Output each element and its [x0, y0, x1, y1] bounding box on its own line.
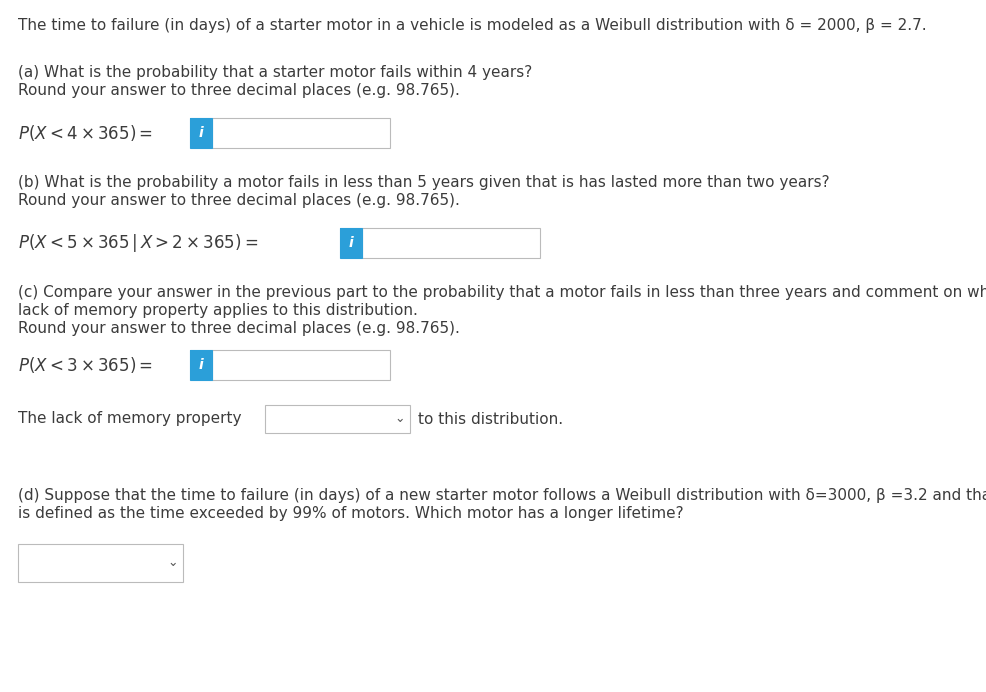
Text: The time to failure (in days) of a starter motor in a vehicle is modeled as a We: The time to failure (in days) of a start…: [18, 18, 927, 33]
Text: to this distribution.: to this distribution.: [418, 412, 563, 426]
Text: ⌄: ⌄: [168, 556, 178, 570]
Bar: [190, 350, 212, 380]
Text: $P(X < 4 \times 365) = $: $P(X < 4 \times 365) = $: [18, 123, 153, 143]
Bar: [340, 228, 362, 258]
Text: Round your answer to three decimal places (e.g. 98.765).: Round your answer to three decimal place…: [18, 193, 459, 208]
Text: $P(X < 3 \times 365) = $: $P(X < 3 \times 365) = $: [18, 355, 153, 375]
Bar: [18, 544, 183, 582]
Bar: [265, 405, 410, 433]
Text: (d) Suppose that the time to failure (in days) of a new starter motor follows a : (d) Suppose that the time to failure (in…: [18, 488, 986, 503]
Bar: [212, 350, 390, 380]
Text: Round your answer to three decimal places (e.g. 98.765).: Round your answer to three decimal place…: [18, 83, 459, 98]
Text: (a) What is the probability that a starter motor fails within 4 years?: (a) What is the probability that a start…: [18, 65, 532, 80]
Text: Round your answer to three decimal places (e.g. 98.765).: Round your answer to three decimal place…: [18, 321, 459, 336]
Text: lack of memory property applies to this distribution.: lack of memory property applies to this …: [18, 303, 418, 318]
Text: (b) What is the probability a motor fails in less than 5 years given that is has: (b) What is the probability a motor fail…: [18, 175, 829, 190]
Text: i: i: [198, 126, 203, 140]
Bar: [190, 118, 212, 148]
Text: The lack of memory property: The lack of memory property: [18, 412, 242, 426]
Text: i: i: [198, 358, 203, 372]
Text: ⌄: ⌄: [394, 412, 405, 426]
Bar: [212, 118, 390, 148]
Bar: [190, 118, 212, 148]
Text: is defined as the time exceeded by 99% of motors. Which motor has a longer lifet: is defined as the time exceeded by 99% o…: [18, 506, 683, 521]
Bar: [190, 350, 212, 380]
Text: i: i: [349, 236, 353, 250]
Bar: [362, 228, 540, 258]
Text: (c) Compare your answer in the previous part to the probability that a motor fai: (c) Compare your answer in the previous …: [18, 285, 986, 300]
Text: $P(X < 5 \times 365\,|\,X > 2 \times 365) = $: $P(X < 5 \times 365\,|\,X > 2 \times 365…: [18, 232, 258, 254]
Bar: [340, 228, 362, 258]
